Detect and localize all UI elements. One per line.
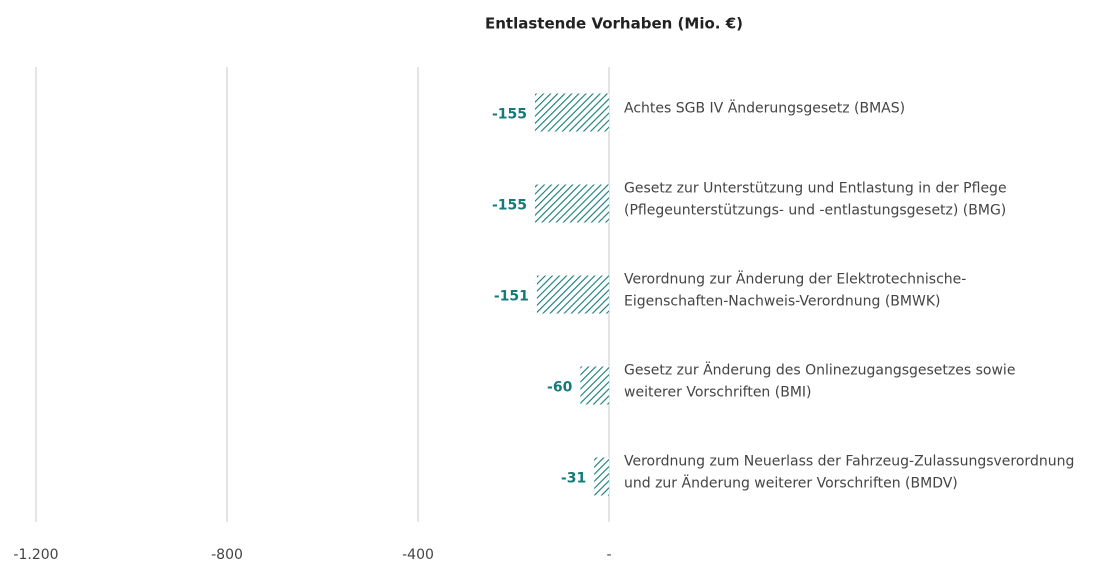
bar: [536, 275, 609, 314]
chart-title: Entlastende Vorhaben (Mio. €): [485, 15, 743, 33]
value-label: -155: [492, 107, 527, 123]
bar: [534, 184, 609, 223]
bar: [594, 457, 609, 496]
bar: [534, 93, 609, 132]
x-tick-label: -: [606, 547, 611, 561]
bar: [580, 366, 609, 405]
x-tick-label: -1.200: [13, 547, 58, 561]
value-label: -60: [547, 380, 573, 396]
category-label: (Pflegeunterstützungs- und -entlastungsg…: [624, 203, 1006, 219]
category-label: Gesetz zur Änderung des Onlinezugangsges…: [624, 361, 1015, 379]
category-label: Achtes SGB IV Änderungsgesetz (BMAS): [624, 99, 905, 117]
category-label: und zur Änderung weiterer Vorschriften (…: [624, 474, 958, 492]
category-label: weiterer Vorschriften (BMI): [624, 385, 812, 401]
category-label: Verordnung zum Neuerlass der Fahrzeug-Zu…: [624, 454, 1074, 470]
value-label: -155: [492, 198, 527, 214]
x-tick-label: -800: [211, 547, 243, 561]
category-label: Verordnung zur Änderung der Elektrotechn…: [624, 270, 966, 288]
category-label: Gesetz zur Unterstützung und Entlastung …: [624, 181, 1007, 197]
category-label: Eigenschaften-Nachweis-Verordnung (BMWK): [624, 294, 940, 310]
value-label: -151: [494, 289, 529, 305]
value-label: -31: [561, 471, 586, 487]
x-tick-label: -400: [402, 547, 434, 561]
